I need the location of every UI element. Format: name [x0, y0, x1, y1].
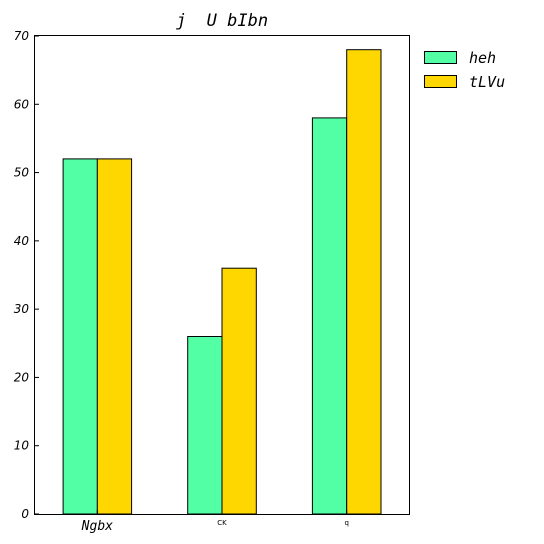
- legend-swatch-tLVu: [424, 75, 457, 88]
- legend-label-tLVu: tLVu: [469, 73, 505, 91]
- bar-tlvu-q: [346, 49, 382, 515]
- bar-heh-ngbx: [62, 158, 98, 515]
- x-tick-label-q: q: [344, 519, 348, 527]
- y-tick-label-20: 20: [14, 370, 30, 384]
- x-tick-label-ck: CK: [217, 519, 227, 527]
- y-tick-label-30: 30: [14, 302, 30, 316]
- legend: heh tLVu: [424, 49, 505, 91]
- bar-heh-q: [311, 117, 348, 515]
- bar-tlvu-ck: [221, 267, 257, 515]
- y-tick-label-70: 70: [14, 29, 30, 43]
- bar-tlvu-ngbx: [96, 158, 133, 515]
- y-tick-label-0: 0: [21, 507, 29, 521]
- legend-swatch-heh: [424, 51, 457, 64]
- chart-title: j U bIbn: [176, 11, 268, 31]
- y-tick-label-60: 60: [14, 97, 30, 111]
- bar-heh-ck: [187, 336, 223, 515]
- bars-group: [62, 49, 382, 515]
- y-tick-label-40: 40: [14, 234, 30, 248]
- legend-label-heh: heh: [469, 49, 496, 67]
- x-axis: Ngbx CK q: [81, 510, 349, 534]
- y-tick-label-10: 10: [14, 439, 30, 453]
- y-axis: 0 10 20 30 40 50 60 70: [14, 29, 39, 521]
- x-tick-label-ngbx: Ngbx: [81, 519, 113, 534]
- y-tick-label-50: 50: [14, 166, 30, 180]
- plot-frame: [34, 35, 410, 515]
